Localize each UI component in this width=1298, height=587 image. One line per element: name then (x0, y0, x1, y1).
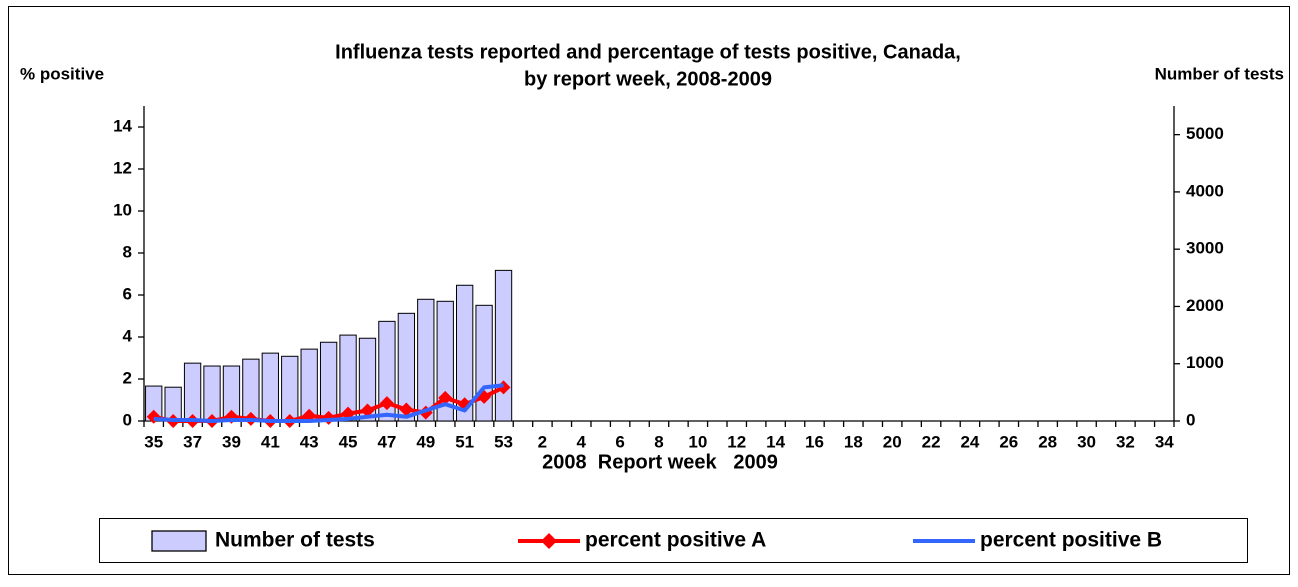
legend-box (99, 518, 1248, 563)
x-tick-label: 51 (455, 432, 474, 451)
y2-tick-label: 1000 (1186, 353, 1224, 372)
x-tick-label: 45 (339, 432, 358, 451)
x-tick-label: 12 (727, 432, 746, 451)
legend-label: Number of tests (215, 529, 375, 552)
x-tick-label: 43 (300, 432, 319, 451)
x-tick-label: 18 (844, 432, 863, 451)
x-tick-label: 32 (1116, 432, 1135, 451)
bar (397, 312, 416, 422)
y-tick-label: 12 (113, 158, 132, 177)
x-tick-label: 26 (999, 432, 1018, 451)
legend-swatch (151, 530, 207, 552)
x-tick-label: 28 (1038, 432, 1057, 451)
x-tick-label: 2 (538, 432, 547, 451)
marker (379, 396, 394, 411)
bar (378, 320, 396, 422)
marker (360, 403, 375, 418)
y2-tick-label: 4000 (1186, 181, 1224, 200)
x-tick-label: 39 (222, 432, 241, 451)
x-tick-label: 4 (577, 432, 587, 451)
y-tick-label: 14 (113, 116, 132, 135)
line (153, 383, 504, 423)
bar (281, 355, 299, 422)
legend-label: percent positive B (980, 529, 1162, 552)
chart-frame (8, 6, 1290, 575)
y-tick-label: 4 (123, 326, 133, 345)
x-tick-label: 41 (261, 432, 280, 451)
x-tick-label: 16 (805, 432, 824, 451)
x-tick-label: 20 (883, 432, 902, 451)
x-tick-label: 10 (688, 432, 707, 451)
bar (261, 352, 279, 422)
bar (436, 300, 454, 422)
x-tick-label: 30 (1077, 432, 1096, 451)
bar (455, 284, 474, 422)
bar (242, 358, 260, 422)
y2-tick-label: 5000 (1186, 124, 1224, 143)
y-tick-label: 2 (123, 368, 132, 387)
y2-axis-title: Number of tests (1155, 64, 1284, 83)
legend-label: percent positive A (585, 529, 766, 552)
chart-title: Influenza tests reported and percentage … (335, 41, 961, 63)
x-tick-label: 34 (1155, 432, 1174, 451)
y2-tick-label: 3000 (1186, 239, 1224, 258)
bar (319, 341, 338, 422)
bar (183, 362, 202, 422)
bar (203, 365, 221, 422)
y-tick-label: 8 (123, 242, 132, 261)
x-tick-label: 24 (960, 432, 979, 451)
marker (438, 390, 453, 405)
x-tick-label: 6 (615, 432, 624, 451)
marker (399, 402, 414, 417)
bar (339, 334, 357, 422)
x-axis-title: 2008 Report week 2009 (542, 451, 778, 473)
x-tick-label: 37 (183, 432, 202, 451)
y-axis-title: % positive (20, 64, 104, 83)
y-tick-label: 0 (123, 410, 132, 429)
y-tick-label: 10 (113, 200, 132, 219)
y-tick-label: 6 (123, 284, 132, 303)
bar (358, 337, 377, 422)
y2-tick-label: 2000 (1186, 296, 1224, 315)
y2-tick-label: 0 (1186, 410, 1195, 429)
legend-marker (541, 533, 557, 549)
x-tick-label: 14 (766, 432, 785, 451)
x-tick-label: 22 (922, 432, 941, 451)
x-tick-label: 47 (377, 432, 396, 451)
x-tick-label: 49 (416, 432, 435, 451)
x-tick-label: 53 (494, 432, 513, 451)
chart-title: by report week, 2008-2009 (524, 68, 772, 90)
bar (494, 269, 513, 422)
bar (417, 298, 435, 422)
x-tick-label: 35 (144, 432, 163, 451)
x-tick-label: 8 (654, 432, 663, 451)
